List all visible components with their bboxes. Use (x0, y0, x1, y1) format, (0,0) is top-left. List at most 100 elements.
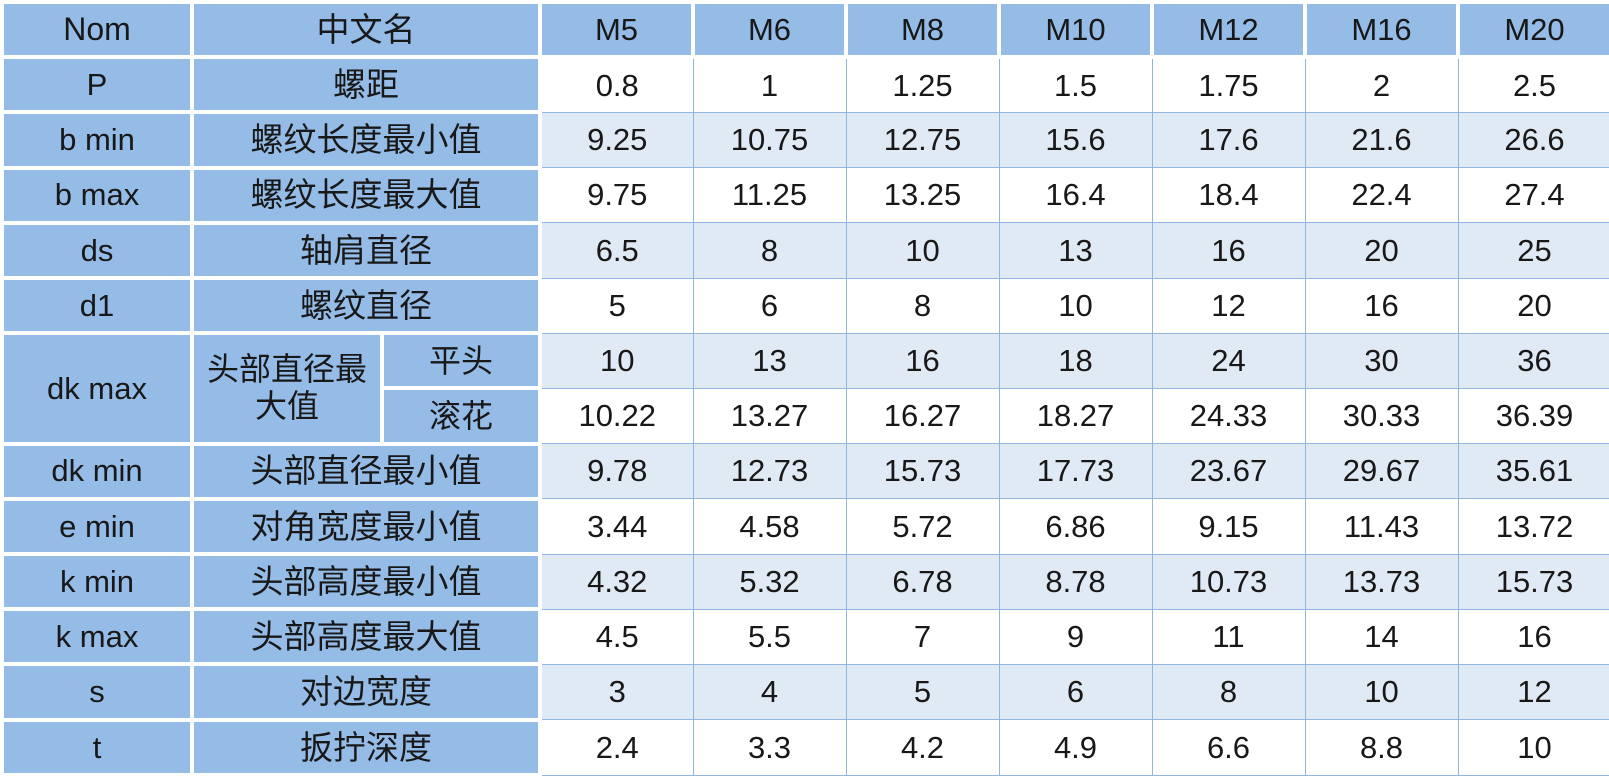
cell-k-max-m5: 4.5 (539, 608, 694, 665)
cell-b-min-m5: 9.25 (539, 111, 694, 169)
row-chinese-label: 螺距 (190, 55, 542, 115)
row-code-label: ds (0, 220, 194, 281)
cell-p-m8: 1.25 (845, 56, 1000, 113)
cell-t-m12: 6.6 (1151, 719, 1306, 776)
row-code-label: d1 (0, 276, 194, 336)
row-chinese-label: 对边宽度 (190, 662, 542, 722)
cell-b-min-m12: 17.6 (1151, 111, 1306, 169)
row-code-label: k max (0, 607, 194, 667)
cell-dk-min-m12: 23.67 (1151, 443, 1306, 500)
cell-b-min-m10: 15.6 (998, 111, 1153, 169)
table-row: s 对边宽度 3 4 5 6 8 10 12 (0, 662, 1609, 722)
table-row: 滚花 10.22 13.27 16.27 18.27 24.33 30.33 36.39 (2, 386, 1609, 446)
cell-d1-m8: 8 (845, 277, 1000, 334)
cell-d1-m20: 20 (1457, 277, 1609, 334)
table-header-row: Nom 中文名 M5 M6 M8 M10 M12 M16 M20 (0, 0, 1609, 60)
cell-k-max-m8: 7 (845, 608, 1000, 665)
table-row: dk min 头部直径最小值 9.78 12.73 15.73 17.73 23.67 29.… (0, 441, 1609, 501)
row-chinese-label: 轴肩直径 (190, 220, 542, 281)
cell-dk-max-knurled-m20: 36.39 (1457, 387, 1609, 445)
cell-e-min-m10: 6.86 (998, 498, 1153, 555)
cell-t-m6: 3.3 (692, 719, 847, 776)
cell-d1-m5: 5 (539, 277, 694, 334)
table-row: P 螺距 0.8 1 1.25 1.5 1.75 2 2.5 (0, 55, 1609, 115)
cell-ds-m16: 20 (1304, 222, 1459, 279)
cell-p-m5: 0.8 (539, 56, 694, 113)
cell-k-max-m6: 5.5 (692, 608, 847, 665)
cell-e-min-m8: 5.72 (845, 498, 1000, 555)
row-code-label: dk min (0, 441, 194, 501)
row-code-label: t (0, 717, 194, 777)
cell-p-m16: 2 (1304, 56, 1459, 113)
cell-dk-min-m8: 15.73 (845, 443, 1000, 500)
cell-dk-max-flat-m6: 13 (692, 332, 847, 389)
table-row: b min 螺纹长度最小值 9.25 10.75 12.75 15.6 17.6 21.6 26… (0, 110, 1609, 170)
row-chinese-label: 头部直径最大值 (190, 331, 384, 446)
cell-e-min-m16: 11.43 (1304, 498, 1459, 555)
cell-dk-max-knurled-m8: 16.27 (845, 387, 1000, 445)
cell-b-max-m5: 9.75 (539, 167, 694, 224)
cell-dk-min-m16: 29.67 (1304, 443, 1459, 500)
row-sub-label-flat-head: 平头 (380, 331, 542, 391)
cell-k-min-m8: 6.78 (845, 553, 1000, 610)
cell-ds-m6: 8 (692, 222, 847, 279)
cell-k-min-m10: 8.78 (998, 553, 1153, 610)
cell-e-min-m20: 13.72 (1457, 498, 1609, 555)
cell-t-m8: 4.2 (845, 719, 1000, 776)
cell-dk-max-knurled-m10: 18.27 (998, 387, 1153, 445)
cell-s-m10: 6 (998, 663, 1153, 721)
cell-d1-m12: 12 (1151, 277, 1306, 334)
cell-b-min-m20: 26.6 (1457, 111, 1609, 169)
cell-e-min-m6: 4.58 (692, 498, 847, 555)
cell-p-m20: 2.5 (1457, 56, 1609, 113)
cell-ds-m5: 6.5 (539, 222, 694, 279)
cell-dk-max-knurled-m6: 13.27 (692, 387, 847, 445)
cell-p-m6: 1 (692, 56, 847, 113)
cell-k-min-m6: 5.32 (692, 553, 847, 610)
table-row: d1 螺纹直径 5 6 8 10 12 16 20 (0, 276, 1609, 336)
row-chinese-label: 头部高度最小值 (190, 552, 542, 612)
cell-dk-max-knurled-m16: 30.33 (1304, 387, 1459, 445)
cell-p-m10: 1.5 (998, 56, 1153, 113)
cell-ds-m12: 16 (1151, 222, 1306, 279)
cell-ds-m10: 13 (998, 222, 1153, 279)
cell-dk-max-knurled-m12: 24.33 (1151, 387, 1306, 445)
cell-b-max-m10: 16.4 (998, 167, 1153, 224)
cell-e-min-m12: 9.15 (1151, 498, 1306, 555)
row-chinese-label: 扳拧深度 (190, 717, 542, 777)
row-chinese-label: 头部高度最大值 (190, 607, 542, 667)
header-cell-size-m8: M8 (844, 0, 1001, 60)
row-chinese-label: 螺纹长度最大值 (190, 165, 542, 225)
cell-b-max-m16: 22.4 (1304, 167, 1459, 224)
row-sub-label-knurled-head: 滚花 (380, 386, 542, 446)
table-row: ds 轴肩直径 6.5 8 10 13 16 20 25 (0, 220, 1609, 281)
row-code-label: k min (0, 552, 194, 612)
row-code-label: b min (0, 110, 194, 170)
row-chinese-label: 螺纹长度最小值 (190, 110, 542, 170)
row-chinese-label: 头部直径最小值 (190, 441, 542, 501)
cell-p-m12: 1.75 (1151, 56, 1306, 113)
table-row: b max 螺纹长度最大值 9.75 11.25 13.25 16.4 18.4 22.4 27… (0, 165, 1609, 225)
cell-t-m5: 2.4 (539, 719, 694, 776)
cell-ds-m8: 10 (845, 222, 1000, 279)
cell-b-min-m8: 12.75 (845, 111, 1000, 169)
row-chinese-label: 螺纹直径 (190, 276, 542, 336)
row-chinese-label: 对角宽度最小值 (190, 496, 542, 557)
cell-k-max-m16: 14 (1304, 608, 1459, 665)
header-cell-size-m12: M12 (1150, 0, 1307, 60)
cell-dk-max-flat-m16: 30 (1304, 332, 1459, 389)
cell-k-max-m10: 9 (998, 608, 1153, 665)
cell-b-min-m6: 10.75 (692, 111, 847, 169)
cell-b-max-m12: 18.4 (1151, 167, 1306, 224)
cell-dk-max-flat-m10: 18 (998, 332, 1153, 389)
header-cell-nom: Nom (0, 0, 194, 60)
cell-k-max-m12: 11 (1151, 608, 1306, 665)
cell-t-m16: 8.8 (1304, 719, 1459, 776)
cell-t-m10: 4.9 (998, 719, 1153, 776)
cell-dk-min-m5: 9.78 (539, 443, 694, 500)
table-row: dk max 头部直径最大值 平头 10 13 16 18 24 30 36 (0, 331, 1609, 446)
cell-dk-max-flat-m20: 36 (1457, 332, 1609, 389)
header-cell-size-m5: M5 (538, 0, 695, 60)
